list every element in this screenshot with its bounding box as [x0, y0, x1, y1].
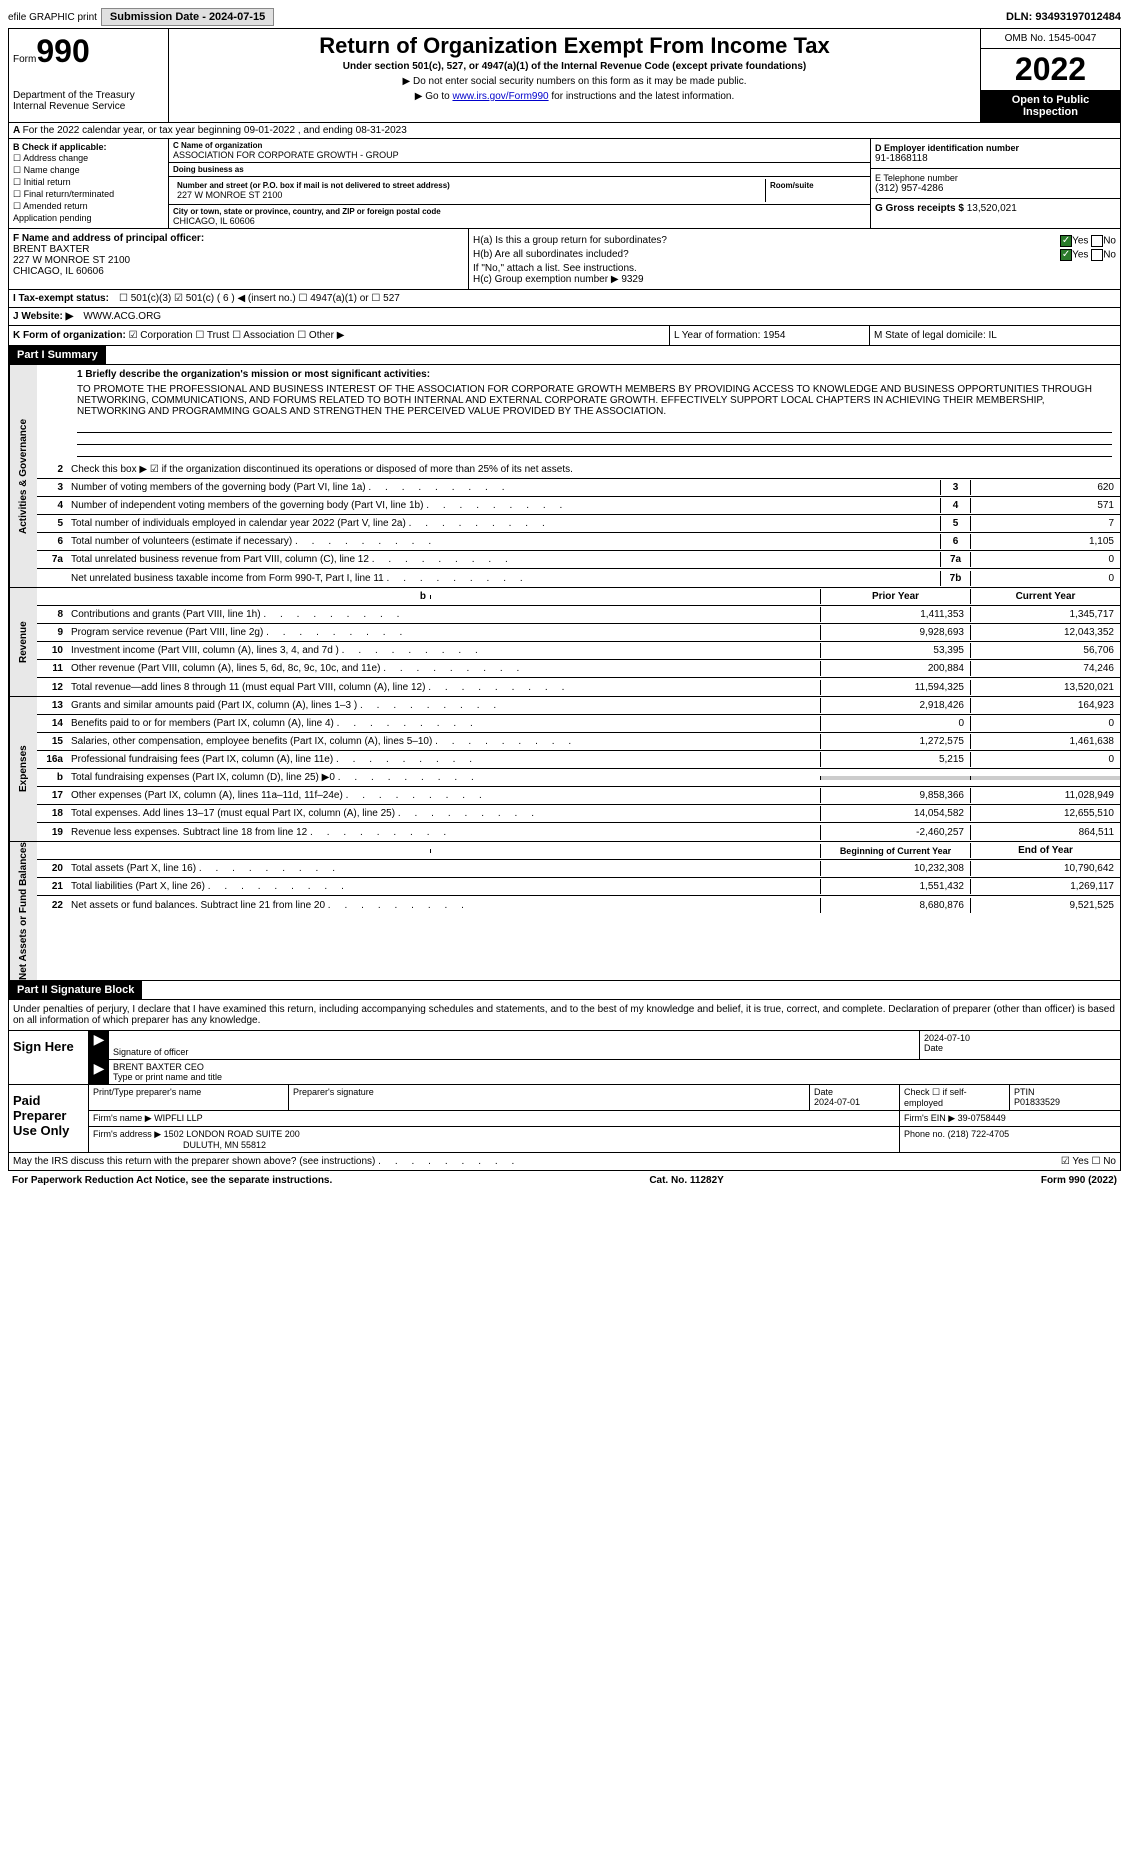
ptin-value: P01833529 [1014, 1097, 1116, 1107]
firm-ein: 39-0758449 [958, 1113, 1006, 1123]
col-d: D Employer identification number 91-1868… [870, 139, 1120, 228]
officer-name: BRENT BAXTER [13, 244, 464, 255]
table-row: b Total fundraising expenses (Part IX, c… [37, 769, 1120, 787]
ein-value: 91-1868118 [875, 153, 1116, 164]
discuss-row: May the IRS discuss this return with the… [8, 1153, 1121, 1171]
row-j: J Website: ▶ WWW.ACG.ORG [8, 308, 1121, 326]
form-number: 990 [36, 33, 89, 69]
table-row: 13 Grants and similar amounts paid (Part… [37, 697, 1120, 715]
tax-year: 2022 [981, 49, 1120, 90]
table-row: 7a Total unrelated business revenue from… [37, 551, 1120, 569]
arrow-icon: ▶ [89, 1060, 109, 1084]
paid-preparer-section: Paid Preparer Use Only Print/Type prepar… [8, 1085, 1121, 1153]
table-row: 22 Net assets or fund balances. Subtract… [37, 896, 1120, 914]
row-a: A For the 2022 calendar year, or tax yea… [8, 123, 1121, 139]
part-2-header: Part II Signature Block [8, 981, 1121, 1000]
table-row: 18 Total expenses. Add lines 13–17 (must… [37, 805, 1120, 823]
net-section: Net Assets or Fund Balances Beginning of… [8, 842, 1121, 981]
irs-label: Internal Revenue Service [13, 101, 164, 112]
officer-name-title: BRENT BAXTER CEO [113, 1062, 1116, 1072]
col-c: C Name of organization ASSOCIATION FOR C… [169, 139, 870, 228]
efile-label: efile GRAPHIC print [8, 12, 97, 23]
col-f: F Name and address of principal officer:… [9, 229, 469, 289]
side-expenses: Expenses [9, 697, 37, 841]
table-row: 14 Benefits paid to or for members (Part… [37, 715, 1120, 733]
dln-label: DLN: 93493197012484 [1006, 11, 1121, 23]
sub-title: Under section 501(c), 527, or 4947(a)(1)… [173, 61, 976, 72]
open-public-label: Open to Public Inspection [981, 90, 1120, 122]
table-row: 12 Total revenue—add lines 8 through 11 … [37, 678, 1120, 696]
col-h: H(a) Is this a group return for subordin… [469, 229, 1120, 289]
gross-receipts: 13,520,021 [967, 203, 1017, 214]
submission-button[interactable]: Submission Date - 2024-07-15 [101, 8, 274, 26]
state-domicile: M State of legal domicile: IL [870, 326, 1120, 345]
table-row: Net unrelated business taxable income fr… [37, 569, 1120, 587]
org-city: CHICAGO, IL 60606 [173, 216, 866, 226]
table-row: 19 Revenue less expenses. Subtract line … [37, 823, 1120, 841]
arrow-icon: ▶ [89, 1031, 109, 1059]
org-name: ASSOCIATION FOR CORPORATE GROWTH - GROUP [173, 150, 866, 160]
side-activities: Activities & Governance [9, 365, 37, 587]
row-i: I Tax-exempt status: ☐ 501(c)(3) ☑ 501(c… [8, 290, 1121, 308]
section-fh: F Name and address of principal officer:… [8, 229, 1121, 290]
table-row: 17 Other expenses (Part IX, column (A), … [37, 787, 1120, 805]
side-revenue: Revenue [9, 588, 37, 696]
table-row: 21 Total liabilities (Part X, line 26) 1… [37, 878, 1120, 896]
table-row: 8 Contributions and grants (Part VIII, l… [37, 606, 1120, 624]
table-row: 10 Investment income (Part VIII, column … [37, 642, 1120, 660]
table-row: 4 Number of independent voting members o… [37, 497, 1120, 515]
phone-value: (312) 957-4286 [875, 183, 1116, 194]
table-row: 9 Program service revenue (Part VIII, li… [37, 624, 1120, 642]
mission-text: TO PROMOTE THE PROFESSIONAL AND BUSINESS… [77, 384, 1112, 417]
form-header: Form990 Department of the Treasury Inter… [8, 28, 1121, 123]
expenses-section: Expenses 13 Grants and similar amounts p… [8, 697, 1121, 842]
row-klm: K Form of organization: ☑ Corporation ☐ … [8, 326, 1121, 346]
omb-label: OMB No. 1545-0047 [981, 29, 1120, 49]
group-exemption: 9329 [621, 274, 643, 285]
notice-1: ▶ Do not enter social security numbers o… [173, 76, 976, 87]
table-row: 11 Other revenue (Part VIII, column (A),… [37, 660, 1120, 678]
form-label: Form [13, 54, 36, 65]
dept-label: Department of the Treasury [13, 90, 164, 101]
notice-2: ▶ Go to www.irs.gov/Form990 for instruct… [173, 91, 976, 102]
year-formation: L Year of formation: 1954 [670, 326, 870, 345]
table-row: 5 Total number of individuals employed i… [37, 515, 1120, 533]
col-b: B Check if applicable: ☐ Address change … [9, 139, 169, 228]
perjury-text: Under penalties of perjury, I declare th… [8, 1000, 1121, 1031]
table-row: 3 Number of voting members of the govern… [37, 479, 1120, 497]
main-title: Return of Organization Exempt From Incom… [173, 33, 976, 59]
website-value: WWW.ACG.ORG [83, 311, 161, 322]
table-row: 15 Salaries, other compensation, employe… [37, 733, 1120, 751]
activities-section: Activities & Governance 1 Briefly descri… [8, 365, 1121, 588]
table-row: 16a Professional fundraising fees (Part … [37, 751, 1120, 769]
sign-here-section: Sign Here ▶ Signature of officer 2024-07… [8, 1031, 1121, 1085]
table-row: 20 Total assets (Part X, line 16) 10,232… [37, 860, 1120, 878]
irs-link[interactable]: www.irs.gov/Form990 [452, 91, 548, 102]
side-net: Net Assets or Fund Balances [9, 842, 37, 980]
top-bar: efile GRAPHIC print Submission Date - 20… [8, 8, 1121, 26]
firm-name: WIPFLI LLP [154, 1113, 203, 1123]
revenue-section: Revenue b Prior Year Current Year 8 Cont… [8, 588, 1121, 697]
section-bcd: B Check if applicable: ☐ Address change … [8, 139, 1121, 229]
table-row: 6 Total number of volunteers (estimate i… [37, 533, 1120, 551]
firm-phone: (218) 722-4705 [948, 1129, 1010, 1139]
footer: For Paperwork Reduction Act Notice, see … [8, 1171, 1121, 1190]
part-1-header: Part I Summary [8, 346, 1121, 365]
org-address: 227 W MONROE ST 2100 [177, 190, 761, 200]
